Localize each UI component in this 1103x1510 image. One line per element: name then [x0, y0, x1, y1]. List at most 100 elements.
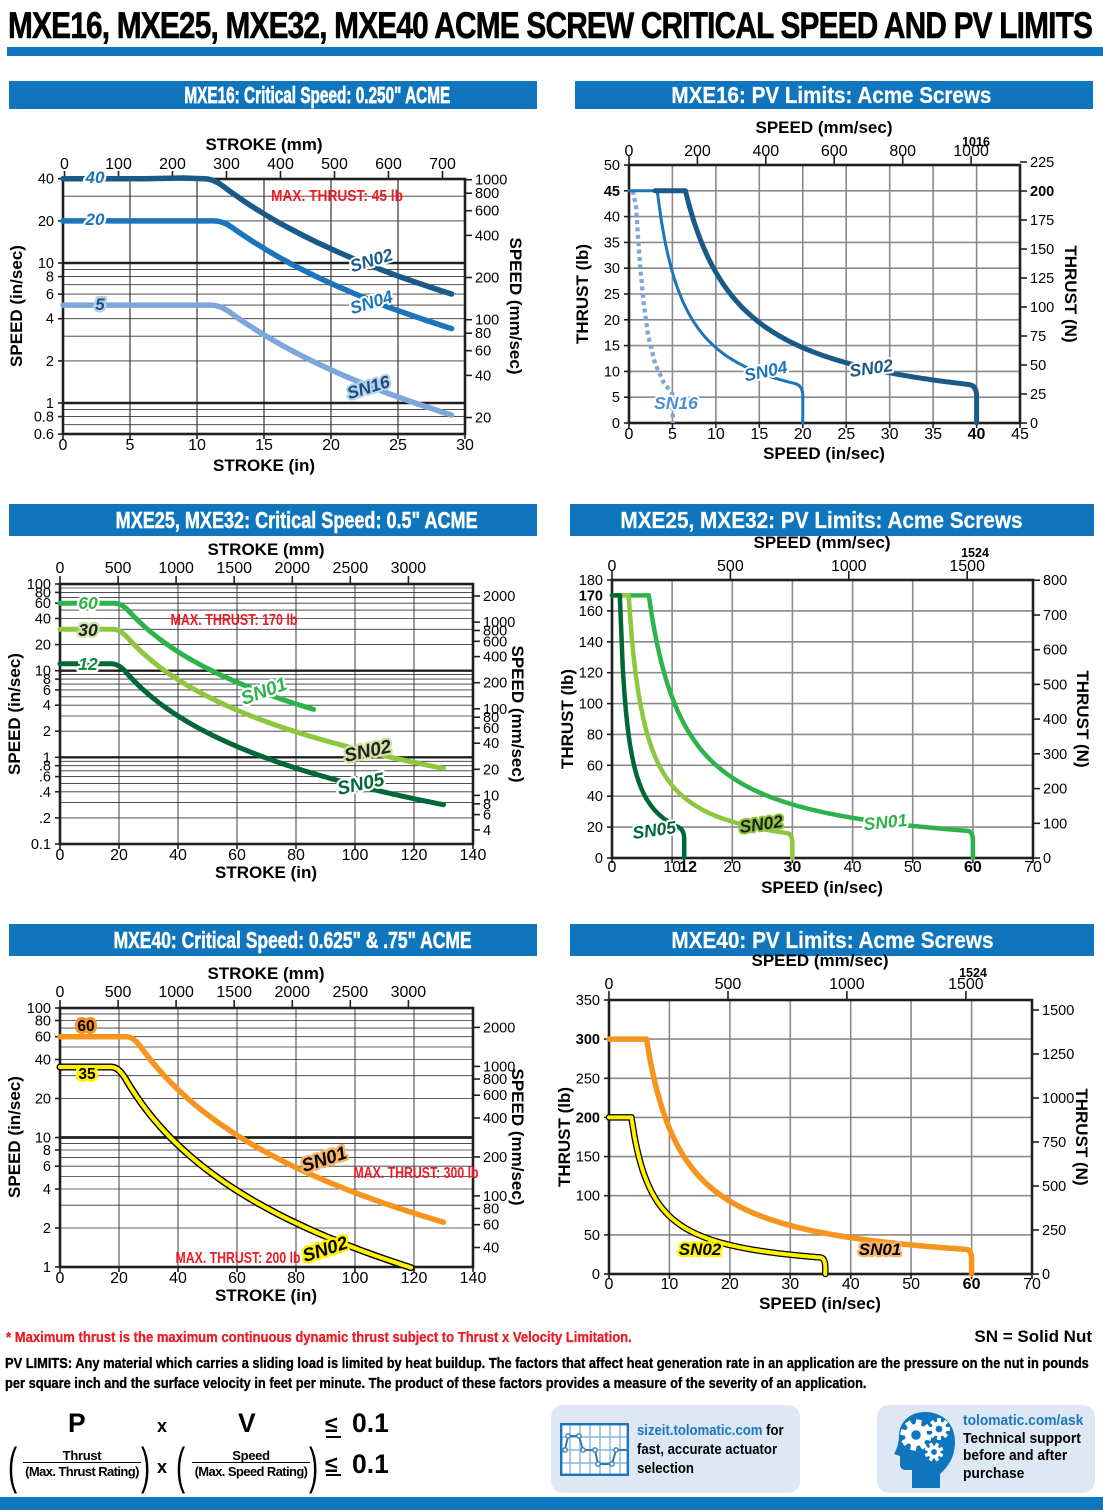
- svg-text:0: 0: [625, 143, 634, 160]
- svg-text:SPEED (in/sec): SPEED (in/sec): [7, 245, 26, 367]
- svg-text:500: 500: [717, 558, 744, 575]
- svg-text:40: 40: [483, 1240, 499, 1256]
- svg-text:20: 20: [35, 1092, 51, 1108]
- svg-text:60: 60: [483, 1218, 499, 1234]
- svg-text:50: 50: [604, 158, 620, 174]
- svg-text:STROKE (mm): STROKE (mm): [207, 964, 324, 983]
- svg-text:80: 80: [483, 1201, 499, 1217]
- svg-text:60: 60: [78, 593, 98, 613]
- svg-text:1000: 1000: [158, 984, 194, 1001]
- svg-text:0.8: 0.8: [34, 410, 54, 426]
- svg-text:5: 5: [126, 437, 135, 454]
- svg-text:MAX. THRUST: 300 lb: MAX. THRUST: 300 lb: [354, 1165, 479, 1182]
- svg-text:25: 25: [837, 426, 855, 443]
- svg-text:SPEED (mm/sec): SPEED (mm/sec): [752, 951, 889, 970]
- svg-text:20: 20: [721, 1276, 739, 1293]
- svg-text:35: 35: [604, 235, 620, 251]
- svg-text:20: 20: [723, 859, 741, 876]
- svg-text:200: 200: [576, 1110, 600, 1126]
- svg-text:500: 500: [105, 560, 132, 577]
- svg-text:60: 60: [483, 721, 499, 737]
- svg-text:50: 50: [1030, 358, 1046, 374]
- svg-text:800: 800: [483, 623, 507, 639]
- svg-text:SN02: SN02: [342, 736, 393, 767]
- svg-text:100: 100: [483, 1189, 507, 1205]
- svg-text:40: 40: [587, 789, 603, 805]
- svg-text:THRUST (lb): THRUST (lb): [573, 244, 592, 344]
- svg-text:25: 25: [604, 287, 620, 303]
- svg-text:120: 120: [401, 847, 428, 864]
- svg-text:5: 5: [612, 390, 620, 406]
- svg-text:700: 700: [429, 156, 456, 173]
- svg-text:80: 80: [35, 1014, 51, 1030]
- svg-text:400: 400: [1043, 712, 1067, 728]
- svg-text:1500: 1500: [216, 560, 252, 577]
- svg-text:MAX. THRUST: 200 lb: MAX. THRUST: 200 lb: [176, 1250, 301, 1267]
- svg-text:60: 60: [475, 344, 491, 360]
- svg-text:40: 40: [169, 847, 187, 864]
- svg-text:100: 100: [105, 156, 132, 173]
- svg-text:2000: 2000: [483, 589, 515, 605]
- svg-text:300: 300: [1043, 747, 1067, 763]
- svg-text:225: 225: [1030, 155, 1054, 171]
- svg-text:1500: 1500: [949, 558, 985, 575]
- svg-text:100: 100: [483, 702, 507, 718]
- svg-text:.8: .8: [39, 759, 51, 775]
- svg-text:2000: 2000: [483, 1020, 515, 1036]
- svg-text:180: 180: [579, 573, 603, 589]
- svg-text:SN16: SN16: [654, 393, 698, 413]
- svg-text:SPEED (in/sec): SPEED (in/sec): [759, 1294, 881, 1313]
- svg-text:400: 400: [475, 228, 499, 244]
- svg-text:30: 30: [781, 1276, 799, 1293]
- svg-text:SN01: SN01: [299, 1142, 350, 1176]
- svg-text:400: 400: [267, 156, 294, 173]
- svg-text:140: 140: [579, 635, 603, 651]
- svg-text:80: 80: [35, 585, 51, 601]
- svg-text:500: 500: [1042, 1179, 1066, 1195]
- svg-text:80: 80: [287, 1270, 305, 1287]
- svg-text:SN05: SN05: [631, 817, 677, 843]
- svg-text:200: 200: [159, 156, 186, 173]
- svg-text:45: 45: [1011, 426, 1029, 443]
- svg-text:1000: 1000: [831, 558, 867, 575]
- svg-text:100: 100: [579, 697, 603, 713]
- svg-text:0: 0: [605, 1276, 614, 1293]
- svg-text:THRUST (N): THRUST (N): [1073, 670, 1092, 767]
- svg-text:4: 4: [46, 312, 54, 328]
- svg-text:80: 80: [475, 326, 491, 342]
- svg-text:50: 50: [584, 1228, 600, 1244]
- svg-text:30: 30: [78, 620, 98, 640]
- svg-text:120: 120: [579, 666, 603, 682]
- svg-text:SN05: SN05: [335, 769, 386, 800]
- svg-text:800: 800: [1043, 573, 1067, 589]
- svg-text:20: 20: [475, 411, 491, 427]
- svg-text:8: 8: [43, 672, 51, 688]
- svg-text:10: 10: [38, 256, 54, 272]
- svg-text:1: 1: [46, 396, 54, 412]
- svg-text:200: 200: [475, 271, 499, 287]
- svg-text:1: 1: [43, 1260, 51, 1276]
- svg-text:20: 20: [35, 638, 51, 654]
- svg-text:200: 200: [684, 143, 711, 160]
- svg-text:3000: 3000: [391, 984, 427, 1001]
- svg-text:SPEED (in/sec): SPEED (in/sec): [763, 444, 885, 463]
- svg-text:SPEED (in/sec): SPEED (in/sec): [761, 878, 883, 897]
- svg-text:0.6: 0.6: [34, 427, 54, 443]
- svg-text:SN02: SN02: [300, 1231, 351, 1265]
- svg-text:350: 350: [576, 993, 600, 1009]
- svg-text:600: 600: [375, 156, 402, 173]
- svg-text:20: 20: [110, 1270, 128, 1287]
- svg-text:1000: 1000: [475, 173, 507, 189]
- svg-text:THRUST (lb): THRUST (lb): [558, 669, 577, 769]
- svg-text:600: 600: [1043, 643, 1067, 659]
- svg-text:8: 8: [483, 797, 491, 813]
- svg-text:750: 750: [1042, 1135, 1066, 1151]
- svg-text:25: 25: [389, 437, 407, 454]
- svg-text:0: 0: [56, 847, 65, 864]
- svg-text:20: 20: [38, 214, 54, 230]
- svg-text:0: 0: [1030, 416, 1038, 432]
- svg-text:80: 80: [483, 710, 499, 726]
- svg-text:40: 40: [169, 1270, 187, 1287]
- svg-text:100: 100: [1030, 300, 1054, 316]
- svg-text:SN02: SN02: [848, 355, 894, 381]
